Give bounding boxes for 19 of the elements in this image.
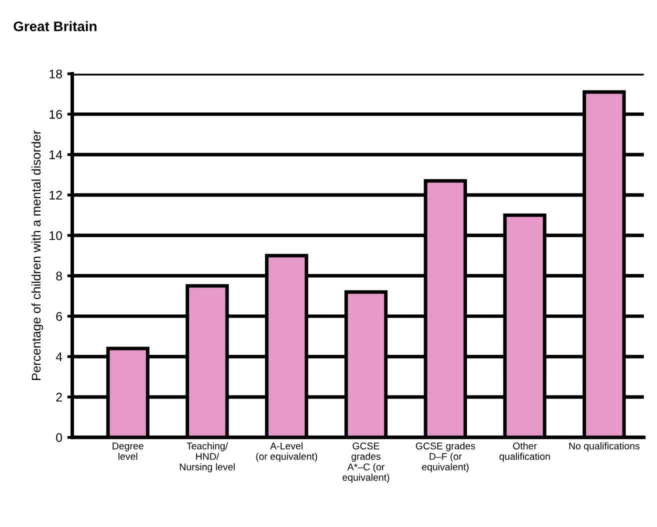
y-tick-label: 14 [50,150,62,160]
x-tick-label: A-Level (or equivalent) [256,442,318,462]
y-tick-label: 12 [50,190,62,200]
y-tick-label: 2 [56,392,62,402]
x-tick-label: GCSE grades D–F (or equivalent) [416,442,476,472]
y-tick-label: 18 [50,70,62,78]
y-tick-label: 6 [56,312,62,321]
chart-title: Great Britain [14,21,96,32]
x-tick-label: Teaching/ HND/ Nursing level [180,442,235,472]
x-tick-label: No qualifications [569,442,640,452]
y-axis-title: Percentage of children with a mental disorder [31,130,44,380]
y-tick-label: 10 [50,231,62,240]
y-tick-label: 16 [50,110,62,119]
x-tick-label: GCSE grades A*–C (or equivalent) [342,442,390,483]
x-tick-label: Degree level [112,442,144,460]
y-tick-label: 0 [56,433,62,442]
x-tick-label: Other qualification [500,442,550,462]
y-tick-label: 4 [56,352,62,362]
y-tick-label: 8 [56,272,62,280]
